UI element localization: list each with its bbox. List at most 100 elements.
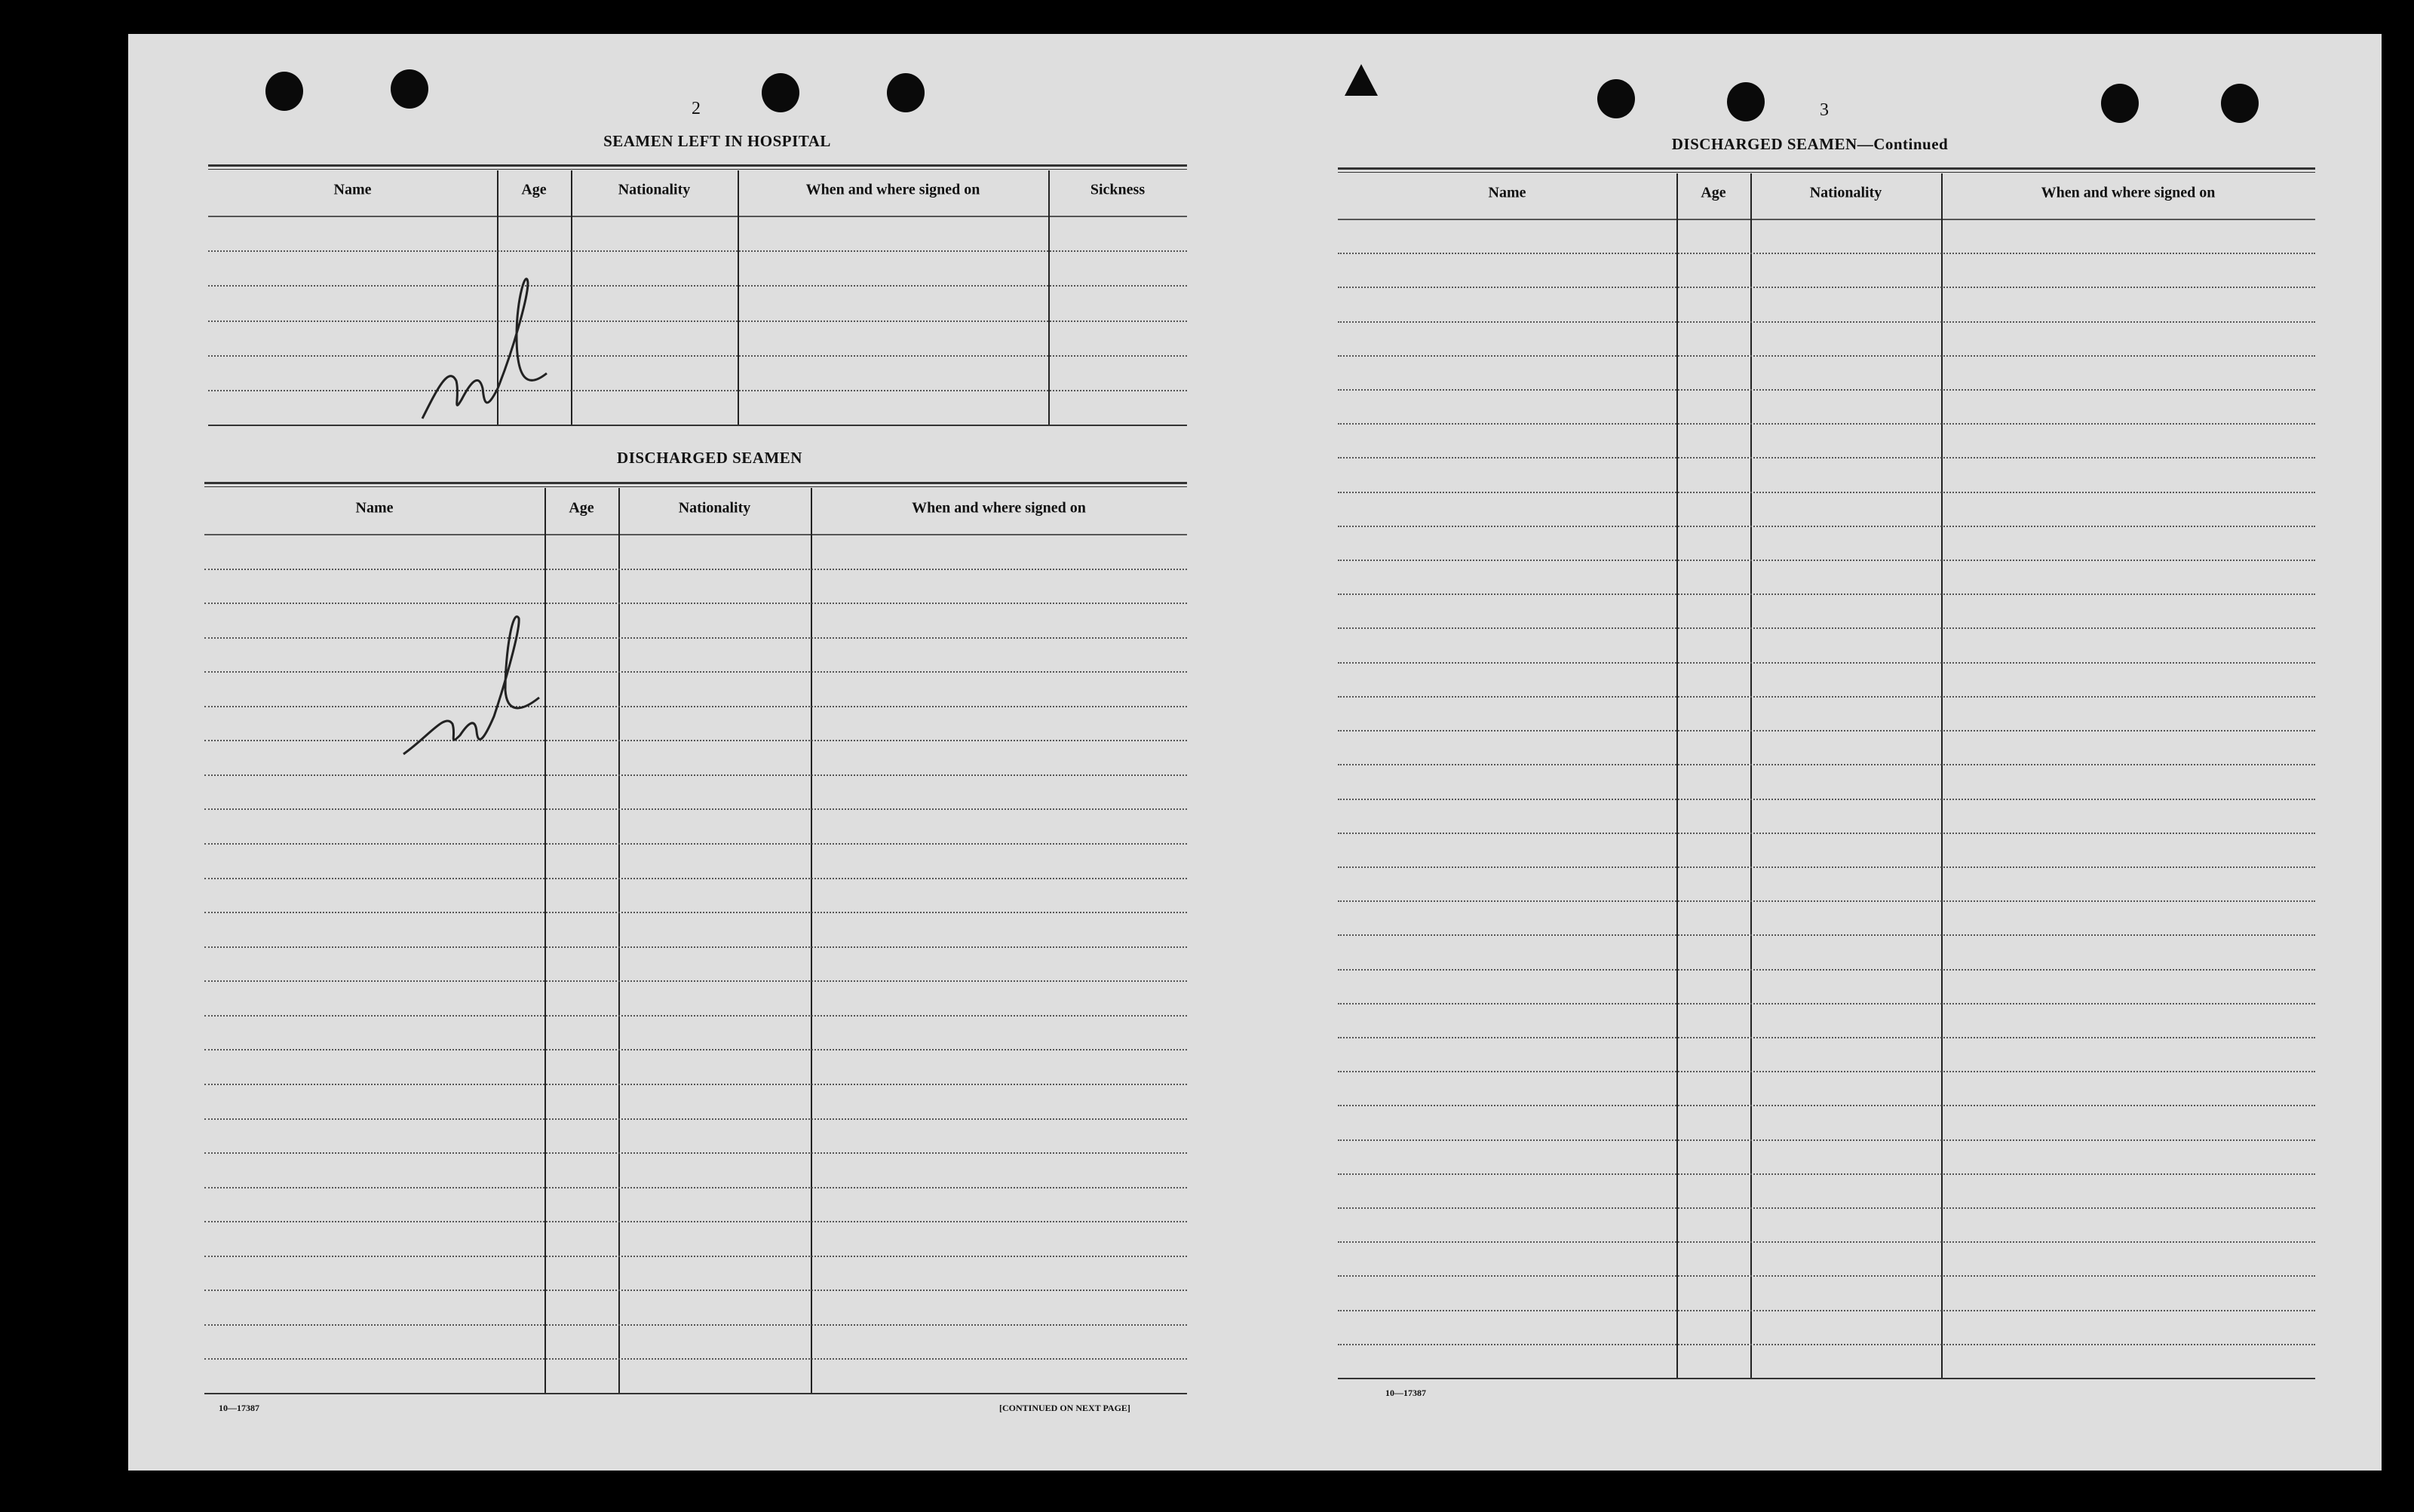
table-row-line <box>1338 287 2315 289</box>
table-top-rule <box>204 482 1187 484</box>
column-header: Age <box>521 181 547 198</box>
table-row-line <box>204 912 1187 914</box>
table-row-line <box>1338 627 2315 630</box>
form-number-left: 10—17387 <box>219 1403 259 1413</box>
table-row-line <box>204 603 1187 605</box>
table-row-line <box>1338 730 2315 732</box>
punch-hole <box>2101 84 2139 123</box>
handwritten-nil-discharged <box>403 615 540 756</box>
table-row-line <box>208 389 1187 391</box>
page-number-right: 3 <box>1820 100 1829 120</box>
table-row-line <box>204 808 1187 811</box>
column-divider <box>1750 173 1752 1378</box>
hospital-table-title: SEAMEN LEFT IN HOSPITAL <box>603 132 831 150</box>
table-row-line <box>204 774 1187 776</box>
table-row-line <box>1338 1173 2315 1175</box>
form-number-right: 10—17387 <box>1385 1388 1426 1398</box>
table-row-line <box>1338 1002 2315 1004</box>
table-row-line <box>204 1186 1187 1188</box>
table-bottom-rule <box>204 1393 1187 1394</box>
discharged-continued-title: DISCHARGED SEAMEN—Continued <box>1671 135 1949 153</box>
column-divider <box>1941 173 1943 1378</box>
table-row-line <box>204 740 1187 742</box>
table-row-line <box>208 250 1187 253</box>
table-row-line <box>1338 1309 2315 1311</box>
column-divider <box>1048 170 1050 425</box>
table-row-line <box>204 568 1187 570</box>
table-row-line <box>1338 1071 2315 1073</box>
column-header: Age <box>569 499 594 516</box>
column-divider <box>738 170 739 425</box>
table-row-line <box>1338 1241 2315 1244</box>
table-row-line <box>204 1290 1187 1292</box>
punch-mark <box>1345 64 1378 96</box>
continued-note: [CONTINUED ON NEXT PAGE] <box>999 1403 1130 1413</box>
table-row-line <box>1338 968 2315 971</box>
column-header: Nationality <box>1809 184 1882 201</box>
table-row-line <box>1338 764 2315 766</box>
table-row-line <box>1338 832 2315 834</box>
column-header: Nationality <box>678 499 751 516</box>
table-row-line <box>1338 253 2315 255</box>
punch-hole <box>1597 79 1635 118</box>
table-row-line <box>1338 423 2315 425</box>
table-row-line <box>1338 661 2315 664</box>
table-row-line <box>204 1049 1187 1051</box>
column-divider <box>571 170 572 425</box>
table-row-line <box>1338 1343 2315 1345</box>
table-bottom-rule <box>1338 1378 2315 1379</box>
header-rule <box>208 216 1187 217</box>
punch-hole <box>887 73 925 112</box>
table-row-line <box>1338 1036 2315 1038</box>
table-row-line <box>208 320 1187 322</box>
handwritten-nil-hospital <box>421 278 548 419</box>
column-header: Nationality <box>618 181 691 198</box>
document-page: 2 SEAMEN LEFT IN HOSPITAL DISCHARGED SEA… <box>128 34 2382 1471</box>
table-row-line <box>1338 491 2315 493</box>
table-row-line <box>204 843 1187 845</box>
table-row-line <box>204 1255 1187 1257</box>
column-divider <box>1676 173 1678 1378</box>
header-rule <box>1338 219 2315 220</box>
column-header: Name <box>1488 184 1526 201</box>
table-row-line <box>204 1358 1187 1360</box>
table-row-line <box>204 980 1187 983</box>
table-row-line <box>1338 593 2315 596</box>
column-header: Name <box>355 499 394 516</box>
table-top-rule <box>204 486 1187 487</box>
table-row-line <box>204 1014 1187 1017</box>
header-rule <box>204 534 1187 535</box>
discharged-table-title: DISCHARGED SEAMEN <box>617 449 802 467</box>
table-row-line <box>1338 1139 2315 1141</box>
table-row-line <box>204 1323 1187 1326</box>
table-row-line <box>1338 1275 2315 1277</box>
table-row-line <box>204 705 1187 707</box>
table-top-rule <box>208 164 1187 167</box>
punch-hole <box>265 72 303 111</box>
punch-hole <box>762 73 799 112</box>
table-top-rule <box>208 169 1187 170</box>
table-bottom-rule <box>208 425 1187 426</box>
column-divider <box>811 488 812 1393</box>
table-row-line <box>1338 1207 2315 1209</box>
table-row-line <box>204 877 1187 879</box>
table-row-line <box>204 636 1187 639</box>
table-row-line <box>1338 457 2315 459</box>
table-row-line <box>1338 354 2315 357</box>
table-row-line <box>204 1118 1187 1120</box>
table-row-line <box>1338 389 2315 391</box>
table-row-line <box>204 1152 1187 1155</box>
table-row-line <box>204 946 1187 948</box>
table-row-line <box>208 285 1187 287</box>
table-row-line <box>1338 525 2315 527</box>
table-row-line <box>1338 900 2315 903</box>
table-row-line <box>1338 934 2315 937</box>
table-top-rule <box>1338 167 2315 170</box>
punch-hole <box>391 69 428 109</box>
column-header: When and where signed on <box>912 499 1086 516</box>
column-divider <box>497 170 498 425</box>
table-row-line <box>1338 1105 2315 1107</box>
column-header: When and where signed on <box>805 181 980 198</box>
column-header: Sickness <box>1090 181 1146 198</box>
column-header: Name <box>333 181 372 198</box>
